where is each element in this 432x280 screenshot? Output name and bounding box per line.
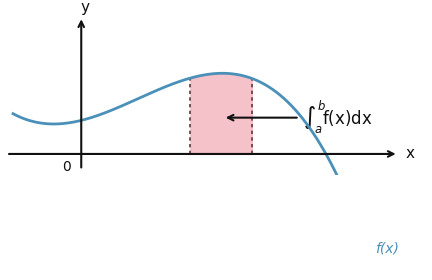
Text: y: y: [81, 0, 90, 15]
Text: f(x): f(x): [375, 242, 398, 256]
Text: $\int_a^b\!\mathrm{f(x)dx}$: $\int_a^b\!\mathrm{f(x)dx}$: [303, 99, 373, 136]
Text: 0: 0: [62, 160, 71, 174]
Text: x: x: [405, 146, 414, 162]
